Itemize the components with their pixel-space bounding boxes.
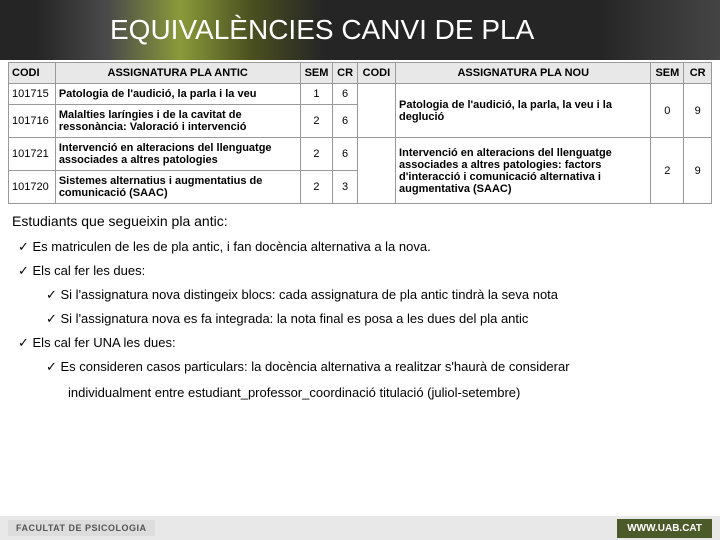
col-sem2: SEM [651, 63, 684, 84]
footer-faculty: FACULTAT DE PSICOLOGIA [8, 520, 155, 536]
cell-sem: 2 [300, 171, 333, 204]
cell-sem: 2 [300, 105, 333, 138]
cell-sem2: 2 [651, 138, 684, 204]
cell-cr: 6 [333, 105, 357, 138]
table-row: 101721 Intervenció en alteracions del ll… [9, 138, 712, 171]
col-codi: CODI [9, 63, 56, 84]
cell-codi2 [357, 84, 395, 138]
table-header-row: CODI ASSIGNATURA PLA ANTIC SEM CR CODI A… [9, 63, 712, 84]
cell-assig: Patologia de l'audició, la parla i la ve… [55, 84, 300, 105]
footer-url: WWW.UAB.CAT [617, 519, 712, 538]
cell-sem: 2 [300, 138, 333, 171]
header: EQUIVALÈNCIES CANVI DE PLA [0, 0, 720, 60]
cell-assig: Sistemes alternatius i augmentatius de c… [55, 171, 300, 204]
cell-codi: 101716 [9, 105, 56, 138]
col-assig-antic: ASSIGNATURA PLA ANTIC [55, 63, 300, 84]
cell-cr2: 9 [684, 84, 712, 138]
cell-assig: Malalties laríngies i de la cavitat de r… [55, 105, 300, 138]
col-cr2: CR [684, 63, 712, 84]
table-row: 101715 Patologia de l'audició, la parla … [9, 84, 712, 105]
equivalence-table: CODI ASSIGNATURA PLA ANTIC SEM CR CODI A… [8, 62, 712, 204]
intro-text: Estudiants que segueixin pla antic: [12, 210, 708, 234]
cell-sem2: 0 [651, 84, 684, 138]
col-cr: CR [333, 63, 357, 84]
footer: FACULTAT DE PSICOLOGIA WWW.UAB.CAT [0, 516, 720, 540]
bullet-1: Es matriculen de les de pla antic, i fan… [12, 236, 708, 258]
cell-codi: 101721 [9, 138, 56, 171]
bullet-2: Els cal fer les dues: [12, 260, 708, 282]
bullet-2a: Si l'assignatura nova distingeix blocs: … [12, 284, 708, 306]
cell-sem: 1 [300, 84, 333, 105]
cell-assig-nou: Intervenció en alteracions del llenguatg… [396, 138, 651, 204]
cell-codi2 [357, 138, 395, 204]
bullet-2b: Si l'assignatura nova es fa integrada: l… [12, 308, 708, 330]
bullet-3: Els cal fer UNA les dues: [12, 332, 708, 354]
bullet-3b: individualment entre estudiant_professor… [12, 380, 708, 406]
cell-cr: 3 [333, 171, 357, 204]
col-sem: SEM [300, 63, 333, 84]
bullet-3a: Es consideren casos particulars: la docè… [12, 356, 708, 378]
cell-cr: 6 [333, 84, 357, 105]
cell-cr: 6 [333, 138, 357, 171]
cell-cr2: 9 [684, 138, 712, 204]
col-codi2: CODI [357, 63, 395, 84]
cell-assig: Intervenció en alteracions del llenguatg… [55, 138, 300, 171]
cell-codi: 101720 [9, 171, 56, 204]
col-assig-nou: ASSIGNATURA PLA NOU [396, 63, 651, 84]
page-title: EQUIVALÈNCIES CANVI DE PLA [110, 14, 534, 46]
cell-assig-nou: Patologia de l'audició, la parla, la veu… [396, 84, 651, 138]
cell-codi: 101715 [9, 84, 56, 105]
equivalence-table-wrap: CODI ASSIGNATURA PLA ANTIC SEM CR CODI A… [0, 60, 720, 204]
content: Estudiants que segueixin pla antic: Es m… [0, 204, 720, 406]
